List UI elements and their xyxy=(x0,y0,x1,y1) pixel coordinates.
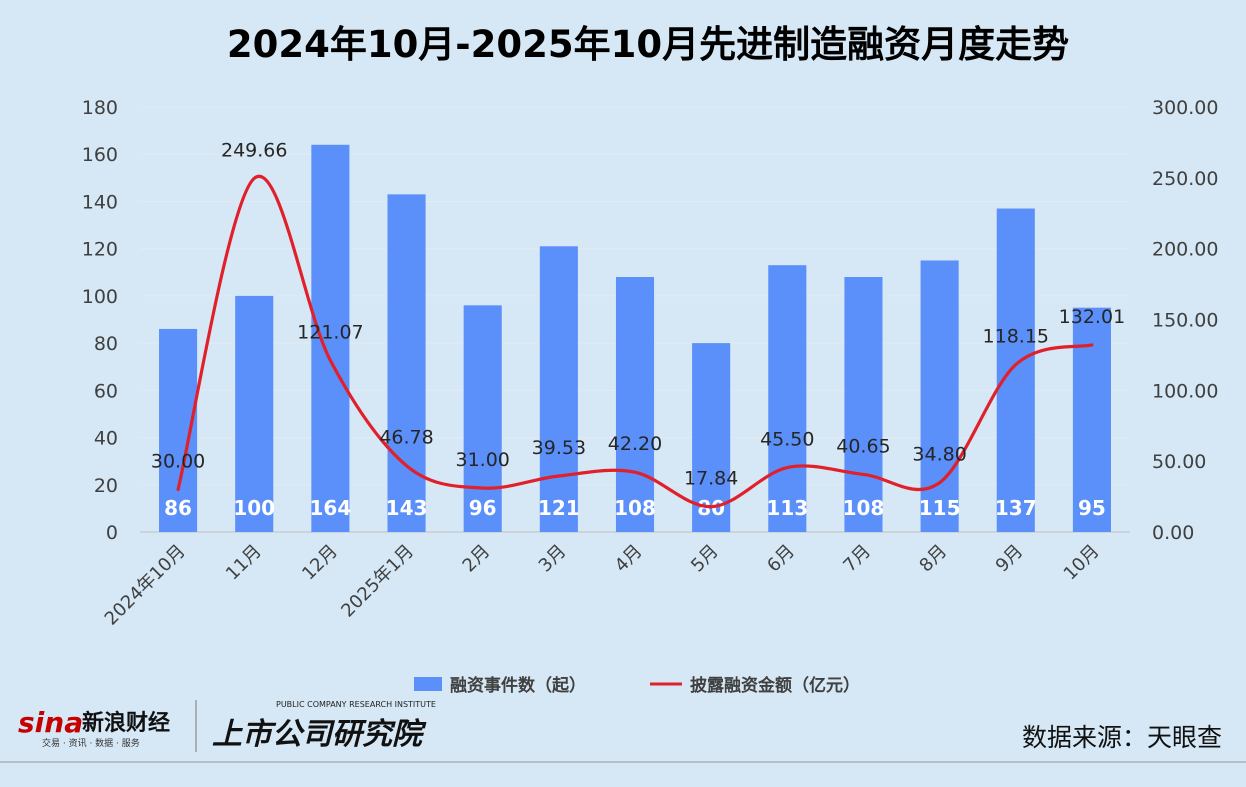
line-data-label: 132.01 xyxy=(1059,306,1125,328)
y-right-tick-label: 200.00 xyxy=(1152,239,1218,261)
legend: 融资事件数（起） 披露融资金额（亿元） xyxy=(414,675,860,696)
bar xyxy=(768,265,807,532)
bar-data-label: 100 xyxy=(233,496,275,520)
bar-data-label: 108 xyxy=(614,496,656,520)
y-axis-right: 0.00 50.00 100.00 150.00 200.00 250.00 300.00 xyxy=(1152,97,1218,544)
sina-logo: sina xyxy=(18,706,83,739)
line-data-label: 31.00 xyxy=(455,449,509,471)
y-right-tick-label: 100.00 xyxy=(1152,380,1218,402)
x-tick-label: 2025年1月 xyxy=(337,541,418,622)
bar-data-label: 96 xyxy=(469,496,497,520)
line-data-label: 45.50 xyxy=(760,429,814,451)
bar xyxy=(539,246,578,533)
y-right-tick-label: 0.00 xyxy=(1152,522,1194,544)
line-data-label: 249.66 xyxy=(221,139,287,161)
line-data-label: 34.80 xyxy=(912,444,966,466)
y-left-tick-label: 60 xyxy=(94,380,118,402)
bar-data-label: 113 xyxy=(766,496,808,520)
legend-swatch-bar xyxy=(414,677,442,691)
bar xyxy=(463,305,502,532)
line-data-label: 30.00 xyxy=(151,451,205,473)
sina-tagline: 交易 · 资讯 · 数据 · 服务 xyxy=(42,737,140,749)
x-tick-label: 5月 xyxy=(687,541,723,577)
legend-label-line: 披露融资金额（亿元） xyxy=(690,675,860,696)
line-data-label: 17.84 xyxy=(684,468,738,490)
line-series: 30.00 249.66 121.07 46.78 31.00 39.53 42.20 17.… xyxy=(151,139,1125,509)
y-left-tick-label: 40 xyxy=(94,428,118,450)
data-source: 数据来源：天眼查 xyxy=(1022,723,1222,752)
y-left-tick-label: 80 xyxy=(94,333,118,355)
bar-data-label: 95 xyxy=(1078,496,1106,520)
x-tick-label: 4月 xyxy=(611,541,647,577)
line-data-label: 39.53 xyxy=(532,437,586,459)
bar-data-label: 115 xyxy=(919,496,961,520)
bar xyxy=(844,277,883,532)
y-left-tick-label: 120 xyxy=(82,239,118,261)
bar-data-label: 86 xyxy=(164,496,192,520)
x-tick-label: 8月 xyxy=(915,541,951,577)
line-data-label: 42.20 xyxy=(608,433,662,455)
y-left-tick-label: 0 xyxy=(106,522,118,544)
bar-data-label: 137 xyxy=(995,496,1037,520)
y-left-tick-label: 20 xyxy=(94,475,118,497)
line-data-label: 46.78 xyxy=(379,427,433,449)
bar xyxy=(387,194,426,532)
line-data-label: 118.15 xyxy=(983,326,1049,348)
bar-data-label: 108 xyxy=(843,496,885,520)
institute-name: 上市公司研究院 xyxy=(212,717,427,752)
y-left-tick-label: 160 xyxy=(82,144,118,166)
line-data-label: 40.65 xyxy=(836,435,890,457)
y-left-tick-label: 140 xyxy=(82,191,118,213)
line-data-label: 121.07 xyxy=(297,321,363,343)
x-tick-label: 2月 xyxy=(459,541,495,577)
y-axis-left: 0 20 40 60 80 100 120 140 160 180 xyxy=(82,97,118,544)
x-tick-label: 10月 xyxy=(1060,541,1104,585)
amount-line xyxy=(176,174,1094,509)
y-right-tick-label: 250.00 xyxy=(1152,168,1218,190)
bar xyxy=(920,260,959,532)
bar-data-label: 164 xyxy=(310,496,352,520)
bar xyxy=(311,144,350,532)
x-tick-label: 7月 xyxy=(839,541,875,577)
y-left-tick-label: 180 xyxy=(82,97,118,119)
y-right-tick-label: 50.00 xyxy=(1152,451,1206,473)
y-left-tick-label: 100 xyxy=(82,286,118,308)
y-right-tick-label: 150.00 xyxy=(1152,310,1218,332)
x-tick-label: 11月 xyxy=(222,541,266,585)
bar xyxy=(615,277,655,532)
bar xyxy=(235,295,274,532)
legend-label-bar: 融资事件数（起） xyxy=(450,675,586,696)
chart-title: 2024年10月-2025年10月先进制造融资月度走势 xyxy=(227,23,1069,66)
x-tick-label: 9月 xyxy=(992,541,1028,577)
y-right-tick-label: 300.00 xyxy=(1152,97,1218,119)
bar xyxy=(996,208,1035,532)
footer: sina 新浪财经 交易 · 资讯 · 数据 · 服务 PUBLIC COMPA… xyxy=(0,700,1246,763)
bar-data-label: 121 xyxy=(538,496,580,520)
bar xyxy=(692,343,731,532)
bar-data-label: 143 xyxy=(386,496,428,520)
x-tick-label: 6月 xyxy=(763,541,799,577)
institute-en: PUBLIC COMPANY RESEARCH INSTITUTE xyxy=(276,700,436,709)
x-tick-label: 2024年10月 xyxy=(101,541,190,630)
x-tick-label: 3月 xyxy=(535,541,571,577)
sina-name: 新浪财经 xyxy=(82,710,170,736)
x-tick-label: 12月 xyxy=(298,541,342,585)
